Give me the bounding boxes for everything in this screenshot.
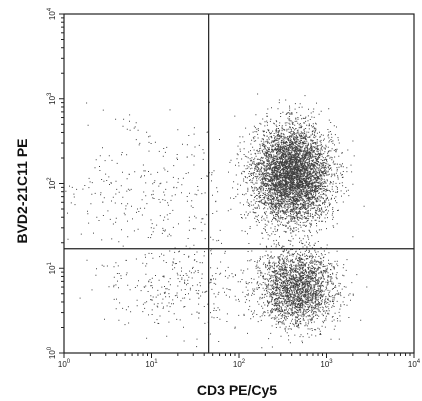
y-tick-label: 104: [47, 7, 57, 20]
y-tick-label: 101: [47, 261, 57, 274]
event-dots: [65, 93, 368, 349]
y-tick-label: 100: [47, 346, 57, 359]
x-tick-label: 101: [145, 359, 158, 369]
plot-border: [63, 13, 415, 354]
x-tick-label: 104: [408, 359, 421, 369]
quadrant-gates: [64, 14, 414, 353]
x-tick-label: 102: [233, 359, 246, 369]
plot-frame: [63, 13, 415, 354]
axis-ticks: 100 101 102 103 104 100 101 102 103 104: [47, 7, 421, 369]
x-axis-label: CD3 PE/Cy5: [197, 382, 277, 398]
y-tick-label: 103: [47, 92, 57, 105]
scatter-points: [65, 93, 368, 349]
y-axis-label: BVD2-21C11 PE: [14, 138, 30, 243]
x-tick-label: 100: [58, 359, 71, 369]
x-tick-label: 103: [320, 359, 333, 369]
y-tick-label: 102: [47, 177, 57, 190]
